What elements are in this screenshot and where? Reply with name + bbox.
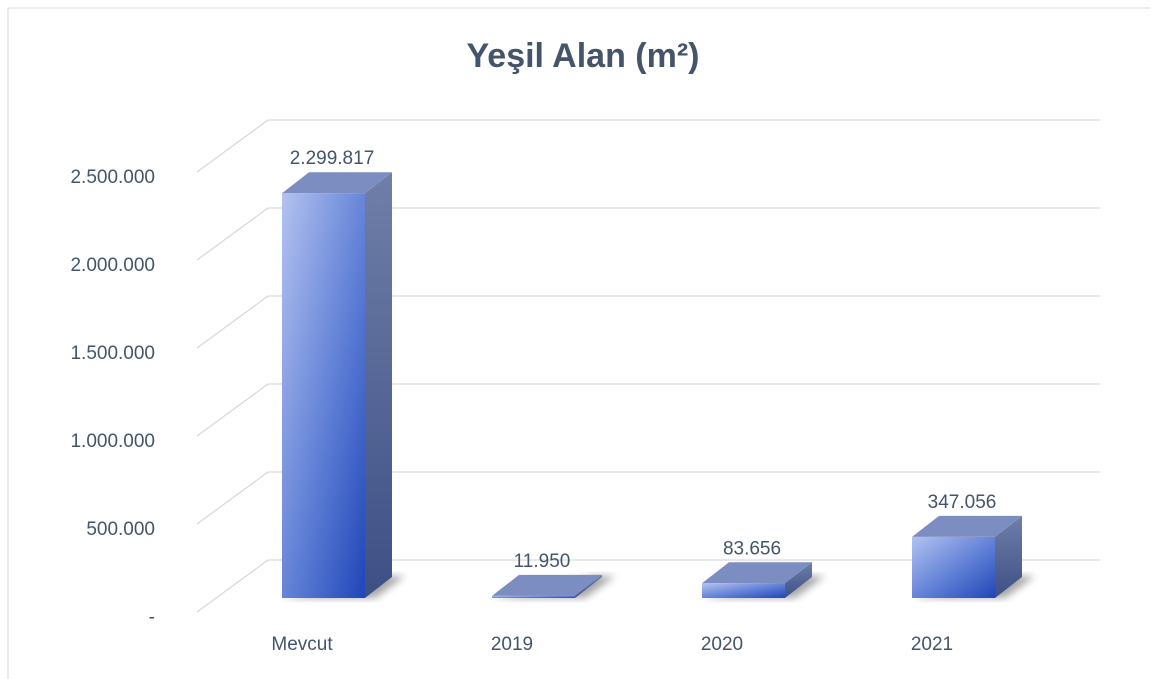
- bar: [912, 536, 995, 598]
- x-tick-label: Mevcut: [271, 634, 333, 655]
- bar-side: [995, 515, 1022, 598]
- bar: [702, 583, 785, 598]
- data-label: 83.656: [723, 538, 781, 559]
- grid-line: [196, 119, 1100, 173]
- bar-top: [492, 574, 602, 596]
- y-tick-label: 1.000.000: [70, 431, 155, 452]
- y-tick-label: 2.500.000: [70, 167, 155, 188]
- grid-line: [196, 207, 1100, 261]
- bar-side: [365, 172, 392, 598]
- x-tick-label: 2021: [911, 634, 953, 655]
- data-label: 347.056: [928, 492, 997, 513]
- y-tick-label: -: [149, 607, 155, 628]
- grid-line: [196, 295, 1100, 349]
- grid-line: [196, 471, 1100, 525]
- bar-side: [575, 574, 602, 598]
- grid-line: [196, 383, 1100, 437]
- data-label: 11.950: [514, 551, 571, 572]
- y-tick-label: 1.500.000: [70, 343, 155, 364]
- data-label: 2.299.817: [290, 148, 375, 169]
- frame: [7, 7, 1150, 679]
- chart-title: Yeşil Alan (m²): [466, 37, 699, 75]
- bar-top: [282, 172, 392, 194]
- bar-top: [702, 562, 812, 584]
- bar-side: [785, 562, 812, 598]
- bar-top: [912, 515, 1022, 537]
- y-tick-label: 500.000: [86, 519, 155, 540]
- x-tick-label: 2019: [491, 634, 533, 655]
- x-tick-label: 2020: [701, 634, 743, 655]
- grid-line: [196, 559, 1100, 613]
- bar: [492, 595, 575, 598]
- y-tick-label: 2.000.000: [70, 255, 155, 276]
- bar: [282, 193, 365, 598]
